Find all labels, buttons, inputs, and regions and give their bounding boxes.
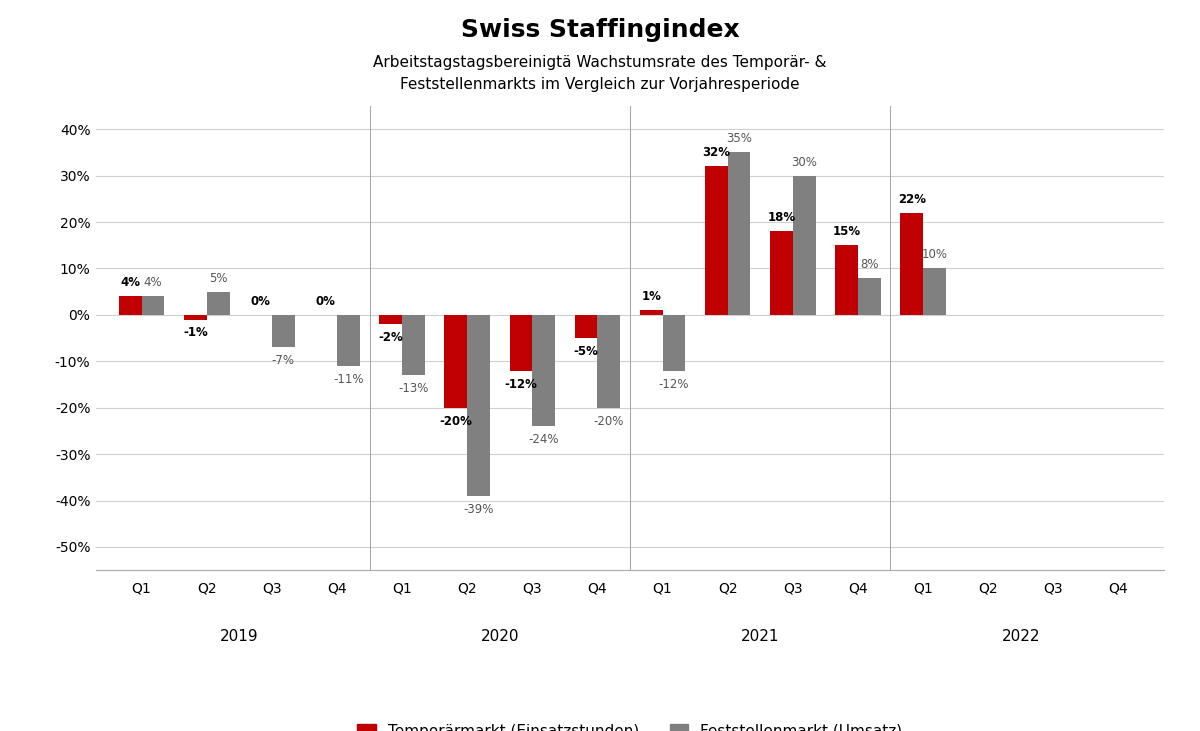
Bar xyxy=(598,315,620,408)
Bar xyxy=(858,278,881,315)
Bar xyxy=(923,268,946,315)
Text: -13%: -13% xyxy=(398,382,428,395)
Text: -20%: -20% xyxy=(439,414,473,428)
Text: 4%: 4% xyxy=(120,276,140,289)
Bar xyxy=(379,315,402,324)
Text: -12%: -12% xyxy=(504,377,538,390)
Text: 8%: 8% xyxy=(860,258,878,270)
Bar xyxy=(510,315,533,371)
Bar xyxy=(337,315,360,366)
Bar xyxy=(402,315,425,375)
Text: 30%: 30% xyxy=(791,156,817,169)
Bar xyxy=(770,231,793,315)
Text: 18%: 18% xyxy=(767,211,796,224)
Bar xyxy=(900,213,923,315)
Text: 32%: 32% xyxy=(702,146,731,159)
Text: -20%: -20% xyxy=(594,414,624,428)
Text: 2020: 2020 xyxy=(480,629,520,643)
Text: 2019: 2019 xyxy=(220,629,258,643)
Text: -5%: -5% xyxy=(574,345,599,358)
Text: 0%: 0% xyxy=(316,295,336,308)
Bar xyxy=(704,167,727,315)
Text: 15%: 15% xyxy=(833,225,860,238)
Bar xyxy=(184,315,206,319)
Text: 4%: 4% xyxy=(144,276,162,289)
Legend: Temporärmarkt (Einsatzstunden), Feststellenmarkt (Umsatz): Temporärmarkt (Einsatzstunden), Feststel… xyxy=(358,724,902,731)
Bar xyxy=(142,296,164,315)
Text: 2022: 2022 xyxy=(1002,629,1040,643)
Text: Swiss Staffingindex: Swiss Staffingindex xyxy=(461,18,739,42)
Bar xyxy=(793,175,816,315)
Text: 1%: 1% xyxy=(641,290,661,303)
Bar xyxy=(444,315,467,408)
Text: Arbeitstagstagsbereinigtä Wachstumsrate des Temporär- &
Feststellenmarkts im Ver: Arbeitstagstagsbereinigtä Wachstumsrate … xyxy=(373,55,827,92)
Text: -11%: -11% xyxy=(334,373,364,386)
Text: -24%: -24% xyxy=(528,433,559,446)
Text: 22%: 22% xyxy=(898,193,925,206)
Bar xyxy=(533,315,556,426)
Text: -2%: -2% xyxy=(378,331,403,344)
Text: 2021: 2021 xyxy=(740,629,780,643)
Bar xyxy=(575,315,598,338)
Bar xyxy=(835,246,858,315)
Text: -1%: -1% xyxy=(182,327,208,339)
Bar xyxy=(206,292,229,315)
Text: -39%: -39% xyxy=(463,503,493,516)
Bar xyxy=(272,315,295,347)
Text: -12%: -12% xyxy=(659,377,689,390)
Bar xyxy=(119,296,142,315)
Text: 35%: 35% xyxy=(726,132,752,145)
Bar xyxy=(727,153,750,315)
Text: 10%: 10% xyxy=(922,249,948,262)
Text: 0%: 0% xyxy=(251,295,270,308)
Bar xyxy=(662,315,685,371)
Text: 5%: 5% xyxy=(209,272,227,284)
Text: -7%: -7% xyxy=(271,355,295,368)
Bar xyxy=(467,315,490,496)
Bar xyxy=(640,310,662,315)
